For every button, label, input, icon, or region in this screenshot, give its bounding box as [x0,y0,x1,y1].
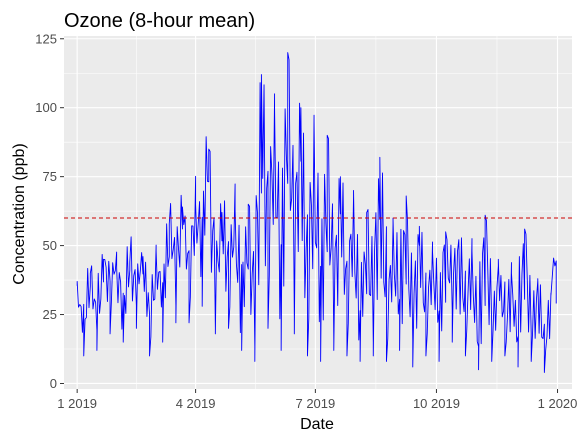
y-tick-label: 125 [35,31,57,46]
y-tick-label: 50 [43,238,57,253]
y-tick-label: 75 [43,169,57,184]
x-axis-ticks: 1 2019 4 2019 7 2019 10 2019 1 2020 [57,389,577,411]
chart-title: Ozone (8-hour mean) [64,10,255,32]
y-tick-label: 0 [50,376,57,391]
x-tick-label: 4 2019 [176,396,216,411]
y-tick-label: 25 [43,307,57,322]
major-gridlines [64,36,572,389]
y-tick-label: 100 [35,100,57,115]
x-tick-label: 1 2019 [57,396,97,411]
y-axis-ticks: 0 25 50 75 100 125 [35,31,64,391]
x-tick-label: 7 2019 [295,396,335,411]
y-axis-title: Concentration (ppb) [11,143,28,284]
series-line [76,52,557,373]
x-tick-label: 10 2019 [413,396,460,411]
x-axis-title: Date [300,416,334,433]
series-layer [76,52,557,373]
x-tick-label: 1 2020 [538,396,578,411]
